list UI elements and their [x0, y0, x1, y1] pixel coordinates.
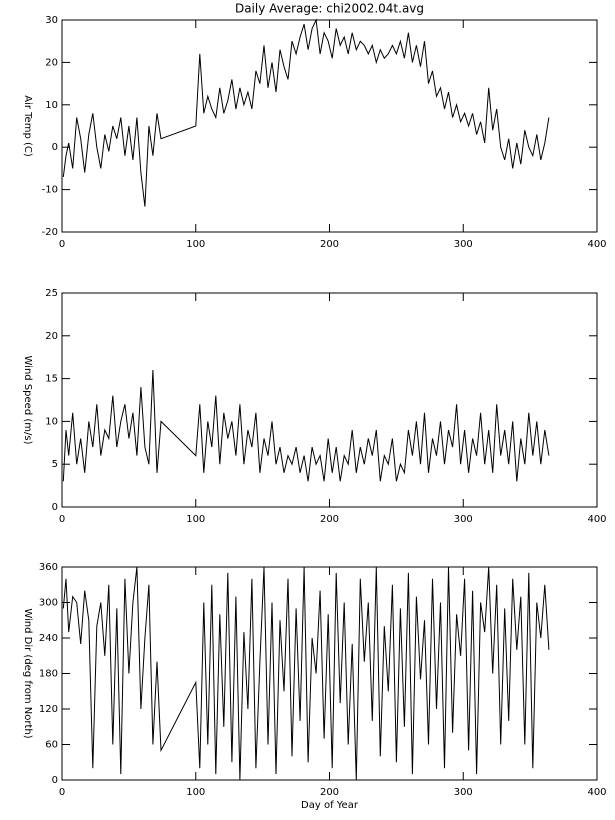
y-tick-label: 180	[39, 669, 58, 680]
x-axis-label: Day of Year	[301, 800, 359, 811]
x-tick-label: 400	[587, 239, 606, 250]
data-line	[62, 18, 550, 207]
y-tick-label: 300	[39, 598, 58, 609]
y-tick-label: -10	[42, 185, 58, 196]
y-tick-label: 30	[45, 15, 58, 26]
x-tick-label: 400	[587, 787, 606, 798]
x-tick-label: 0	[59, 239, 65, 250]
y-tick-label: 20	[45, 331, 58, 342]
y-tick-label: 60	[45, 740, 58, 751]
chart-title: Daily Average: chi2002.04t.avg	[235, 2, 424, 16]
data-line	[62, 369, 550, 482]
y-tick-label: 25	[45, 288, 58, 299]
x-tick-label: 100	[186, 239, 205, 250]
y-tick-label: 0	[52, 775, 58, 786]
y-tick-label: 0	[52, 502, 58, 513]
x-tick-label: 0	[59, 787, 65, 798]
data-line	[62, 566, 550, 781]
y-tick-label: 240	[39, 633, 58, 644]
x-tick-label: 100	[186, 787, 205, 798]
x-tick-label: 200	[320, 514, 339, 525]
y-tick-label: 0	[52, 142, 58, 153]
y-tick-label: 120	[39, 704, 58, 715]
x-tick-label: 300	[454, 514, 473, 525]
y-tick-label: 20	[45, 57, 58, 68]
plot-frame	[61, 19, 598, 233]
x-tick-label: 100	[186, 514, 205, 525]
y-axis-label: Air Temp (C)	[22, 95, 33, 157]
x-tick-label: 200	[320, 787, 339, 798]
y-tick-label: 10	[45, 416, 58, 427]
y-tick-label: 10	[45, 100, 58, 111]
x-tick-label: 300	[454, 787, 473, 798]
x-tick-label: 200	[320, 239, 339, 250]
y-tick-label: 360	[39, 562, 58, 573]
y-tick-label: 15	[45, 374, 58, 385]
y-tick-label: -20	[42, 227, 58, 238]
y-axis-label: Wind Dir (deg from North)	[22, 608, 33, 738]
x-tick-label: 0	[59, 514, 65, 525]
y-tick-label: 5	[52, 459, 58, 470]
x-tick-label: 300	[454, 239, 473, 250]
x-tick-label: 400	[587, 514, 606, 525]
y-axis-label: Wind Speed (m/s)	[22, 356, 33, 445]
